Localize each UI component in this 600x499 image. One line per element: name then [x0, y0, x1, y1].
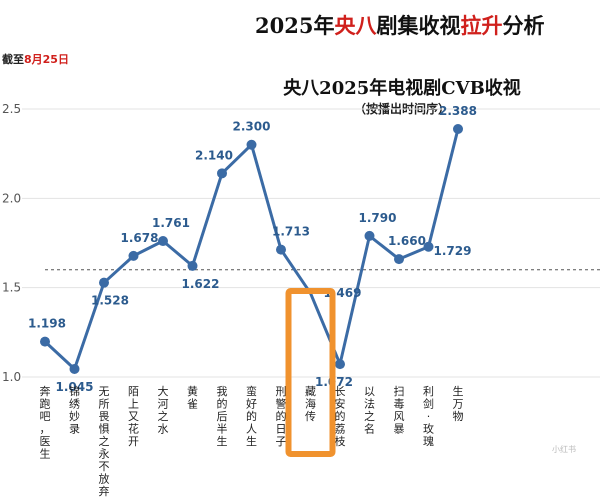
category-label: 刑警的日子 [276, 385, 287, 448]
data-point [158, 236, 168, 247]
data-label: 1.198 [28, 317, 66, 331]
category-label: 蛮好的人生 [246, 384, 257, 448]
category-label: 长安的荔枝 [335, 385, 346, 448]
data-point [128, 250, 139, 261]
data-label: 2.300 [233, 120, 271, 134]
category-label: 藏海传 [305, 385, 316, 423]
category-label: 黄雀 [187, 384, 198, 411]
series-line [43, 128, 460, 371]
data-label: 1.622 [182, 277, 220, 291]
data-label: 2.140 [195, 148, 233, 162]
data-label: 2.388 [439, 104, 477, 118]
category-label: 奔跑吧，医生 [40, 385, 51, 461]
title-part-rise: 拉升 [460, 13, 502, 38]
data-point [246, 139, 257, 150]
data-point [394, 254, 404, 265]
data-point [453, 124, 463, 135]
category-label: 生万物 [453, 384, 464, 423]
y-axis: 1.0 1.5 2.0 2.5 [2, 102, 21, 384]
data-point [364, 230, 375, 241]
chart-title: 央八2025年电视剧CVB收视 [283, 77, 521, 99]
as-of-prefix: 截至 [2, 52, 24, 66]
category-label: 无所畏惧之永不放弃 [99, 385, 110, 498]
title-part-channel: 央八 [334, 13, 377, 38]
highlight-box [285, 288, 336, 457]
data-points [40, 124, 463, 374]
grid-lines [22, 108, 600, 378]
data-point [187, 260, 198, 271]
watermark: 小红书 [552, 444, 576, 454]
data-label: 1.713 [272, 225, 310, 239]
y-tick-label: 2.5 [2, 102, 21, 116]
data-point [423, 241, 434, 252]
x-axis-categories: 奔跑吧，医生 锦绣妙录 无所畏惧之永不放弃 陌上又花开 大河之水 黄雀 我的后半生 蛮好的人生… [40, 384, 464, 498]
category-label: 陌上又花开 [128, 385, 139, 448]
title-part-year: 2025年 [255, 13, 334, 38]
data-point [217, 168, 227, 179]
as-of-date: 截至8月25日 [2, 52, 69, 66]
category-label: 大河之水 [158, 384, 169, 436]
data-label: 1.045 [56, 380, 94, 394]
data-point [40, 336, 50, 347]
data-point [69, 363, 80, 374]
y-tick-label: 2.0 [2, 191, 21, 205]
category-label: 以法之名 [364, 385, 375, 436]
category-label: 利剑·玫瑰 [423, 385, 434, 448]
data-label: 1.528 [91, 294, 129, 308]
data-label: 1.678 [121, 231, 159, 245]
title-part-topic: 剧集收视 [376, 13, 460, 38]
category-label: 扫毒风暴 [394, 385, 405, 436]
title-part-analysis: 分析 [502, 13, 544, 38]
category-label: 我的后半生 [217, 385, 228, 448]
series-line-path [43, 128, 460, 371]
data-label: 1.761 [152, 216, 190, 230]
category-label: 锦绣妙录 [69, 384, 80, 436]
as-of-value: 8月25日 [24, 53, 69, 66]
data-label: 1.729 [434, 244, 472, 258]
y-tick-label: 1.0 [2, 370, 21, 384]
data-point [276, 244, 286, 255]
data-point [99, 277, 109, 288]
data-label: 1.660 [388, 234, 426, 248]
page-title: 2025年央八剧集收视拉升分析 [255, 13, 544, 38]
data-point [335, 359, 345, 370]
y-tick-label: 1.5 [2, 281, 21, 295]
data-label: 1.790 [359, 211, 397, 225]
